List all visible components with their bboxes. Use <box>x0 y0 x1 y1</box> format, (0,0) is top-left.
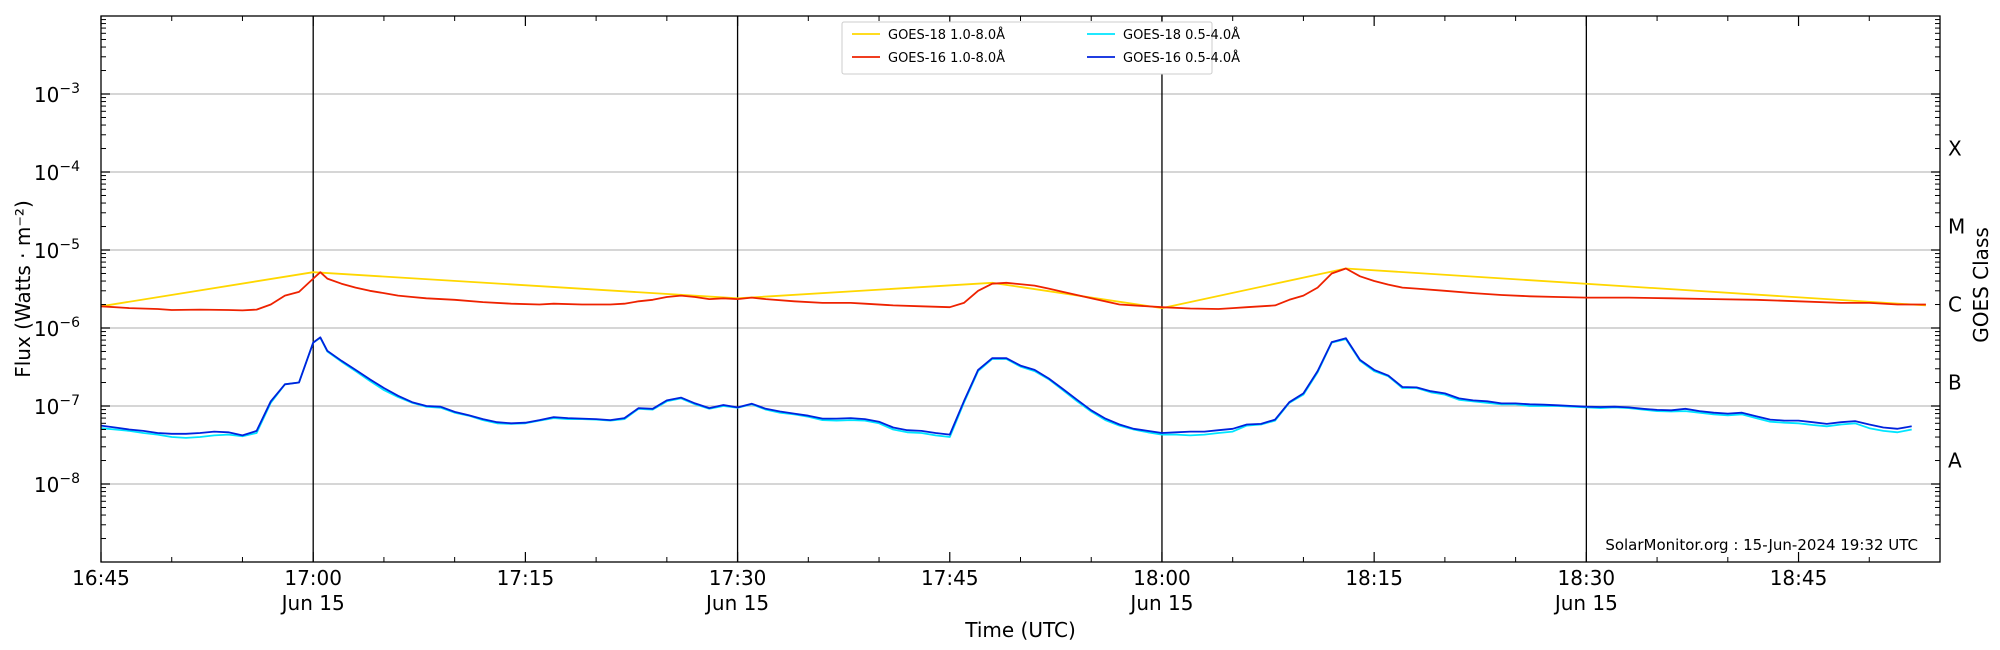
y-axis-title: Flux (Watts · m⁻²) <box>11 200 35 378</box>
goes-class-label: M <box>1948 215 1965 239</box>
x-tick-label: 18:30 <box>1558 566 1616 590</box>
goes-class-label: A <box>1948 449 1962 473</box>
y-tick-label: 10−4 <box>34 159 80 185</box>
legend-box <box>841 21 1213 75</box>
goes-class-label: B <box>1948 371 1962 395</box>
legend-label: GOES-16 0.5-4.0Å <box>1123 50 1240 66</box>
goes-class-label: C <box>1948 293 1962 317</box>
y-axis-right-title: GOES Class <box>1969 227 1993 343</box>
x-tick-label: 16:45 <box>72 566 130 590</box>
x-tick-label: 17:15 <box>497 566 555 590</box>
y-tick-exponent: −4 <box>59 159 80 175</box>
legend-label: GOES-16 1.0-8.0Å <box>888 50 1005 66</box>
x-tick-label: 18:15 <box>1345 566 1403 590</box>
y-tick-exponent: −7 <box>59 393 80 409</box>
goes-class-label: X <box>1948 137 1962 161</box>
goes-class-labels: A B C M X <box>1948 137 1965 473</box>
x-tick-date-label: Jun 15 <box>704 591 769 615</box>
x-tick-label: 18:45 <box>1770 566 1828 590</box>
x-tick-date-label: Jun 15 <box>1553 591 1618 615</box>
y-tick-label: 10−7 <box>34 393 80 419</box>
x-tick-label: 17:00 <box>284 566 342 590</box>
series-layer <box>100 267 1926 439</box>
x-axis-title: Time (UTC) <box>964 618 1076 642</box>
y-tick-exponent: −6 <box>59 315 80 331</box>
legend: GOES-18 1.0-8.0Å GOES-16 1.0-8.0Å GOES-18 … <box>841 21 1240 75</box>
legend-label: GOES-18 1.0-8.0Å <box>888 27 1005 43</box>
y-tick-exponent: −5 <box>59 237 80 253</box>
x-tick-label: 17:45 <box>921 566 979 590</box>
watermark-text: SolarMonitor.org : 15-Jun-2024 19:32 UTC <box>1605 536 1918 554</box>
y-tick-exponent: −3 <box>59 81 80 97</box>
y-tick-label: 10−3 <box>34 81 80 107</box>
y-tick-base: 10 <box>34 83 59 107</box>
y-tick-exponent: −8 <box>59 471 80 487</box>
y-tick-base: 10 <box>34 161 59 185</box>
y-tick-label: 10−8 <box>34 471 80 497</box>
grid-layer <box>101 93 1940 485</box>
y-tick-label: 10−6 <box>34 315 80 341</box>
x-tick-label: 17:30 <box>709 566 767 590</box>
y-tick-base: 10 <box>34 473 59 497</box>
series-line-4 <box>100 336 1912 437</box>
y-axis-ticks: 10−810−710−610−510−410−3 <box>34 19 1940 540</box>
y-tick-base: 10 <box>34 239 59 263</box>
x-tick-label: 18:00 <box>1133 566 1191 590</box>
y-tick-label: 10−5 <box>34 237 80 263</box>
legend-label: GOES-18 0.5-4.0Å <box>1123 27 1240 43</box>
y-tick-base: 10 <box>34 317 59 341</box>
vertical-date-lines <box>312 16 1587 562</box>
series-line-3 <box>100 267 1926 312</box>
y-tick-base: 10 <box>34 395 59 419</box>
x-tick-date-label: Jun 15 <box>280 591 345 615</box>
x-tick-date-label: Jun 15 <box>1128 591 1193 615</box>
